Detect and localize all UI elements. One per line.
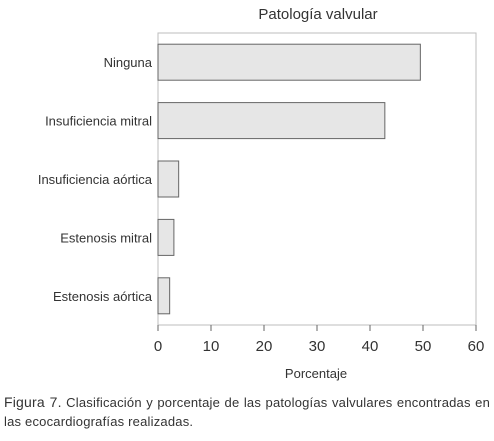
category-labels-group: Ninguna Insuficiencia mitral Insuficiencia… — [38, 55, 153, 304]
x-axis-label: Porcentaje — [285, 366, 347, 381]
category-label-estenosis-aortica: Estenosis aórtica — [53, 289, 153, 304]
bar-estenosis-mitral — [157, 218, 175, 256]
bar-estenosis-aortica — [157, 277, 171, 315]
category-label-insuficiencia-aortica: Insuficiencia aórtica — [38, 172, 153, 187]
x-tick-label-30: 30 — [309, 338, 326, 355]
x-tick-label-20: 20 — [256, 338, 273, 355]
x-tick-label-40: 40 — [362, 338, 379, 355]
bar-insuficiencia-aortica — [157, 160, 180, 198]
bars-group — [157, 43, 421, 315]
chart-title: Patología valvular — [258, 6, 377, 23]
x-tick-label-0: 0 — [154, 338, 162, 355]
x-ticks-group: 0 10 20 30 40 50 60 — [154, 325, 485, 355]
figure-caption: Figura 7. Clasificación y porcentaje de … — [4, 393, 490, 431]
category-label-estenosis-mitral: Estenosis mitral — [60, 230, 152, 245]
bar-insuficiencia-mitral — [157, 102, 386, 140]
x-tick-label-10: 10 — [203, 338, 220, 355]
category-label-insuficiencia-mitral: Insuficiencia mitral — [45, 114, 152, 129]
figure-caption-text: Clasificación y porcentaje de las patolo… — [4, 395, 491, 429]
figure-label: Figura 7. — [4, 394, 62, 410]
x-tick-label-50: 50 — [415, 338, 432, 355]
category-label-ninguna: Ninguna — [104, 55, 153, 70]
x-tick-label-60: 60 — [468, 338, 485, 355]
bar-chart: Patología valvular Ninguna Insuficiencia … — [38, 6, 485, 381]
bar-ninguna — [157, 43, 421, 81]
